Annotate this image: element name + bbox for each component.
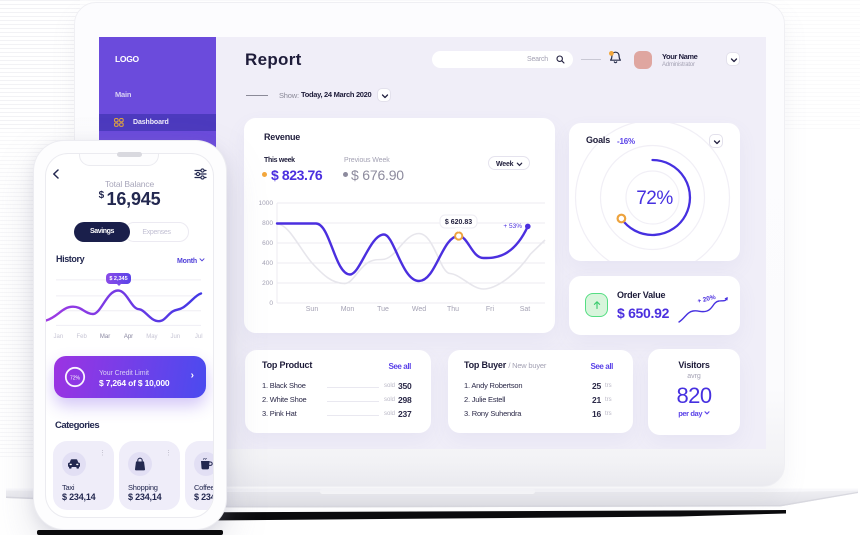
svg-text:400: 400 [262,260,273,267]
svg-text:Thu: Thu [447,306,459,313]
svg-text:800: 800 [262,220,273,227]
svg-text:Jun: Jun [170,334,180,340]
svg-text:200: 200 [262,280,273,287]
svg-text:$ 620.83: $ 620.83 [445,219,472,226]
svg-text:+ 53%: + 53% [503,223,522,230]
svg-text:Wed: Wed [412,306,426,313]
svg-text:600: 600 [262,240,273,247]
svg-text:72%: 72% [70,376,81,382]
svg-text:Feb: Feb [77,334,88,340]
svg-text:0: 0 [269,300,273,307]
svg-text:+ 20%: + 20% [697,294,717,305]
svg-text:1000: 1000 [259,200,274,207]
svg-text:Jan: Jan [54,334,64,340]
svg-text:Mon: Mon [341,306,355,313]
svg-text:Fri: Fri [486,306,495,313]
svg-text:Apr: Apr [124,334,133,340]
svg-text:Tue: Tue [377,306,389,313]
svg-text:Jul: Jul [195,334,203,340]
svg-text:Sat: Sat [520,306,531,313]
svg-text:May: May [146,334,157,340]
svg-text:Sun: Sun [306,306,319,313]
svg-text:Mar: Mar [100,334,110,340]
